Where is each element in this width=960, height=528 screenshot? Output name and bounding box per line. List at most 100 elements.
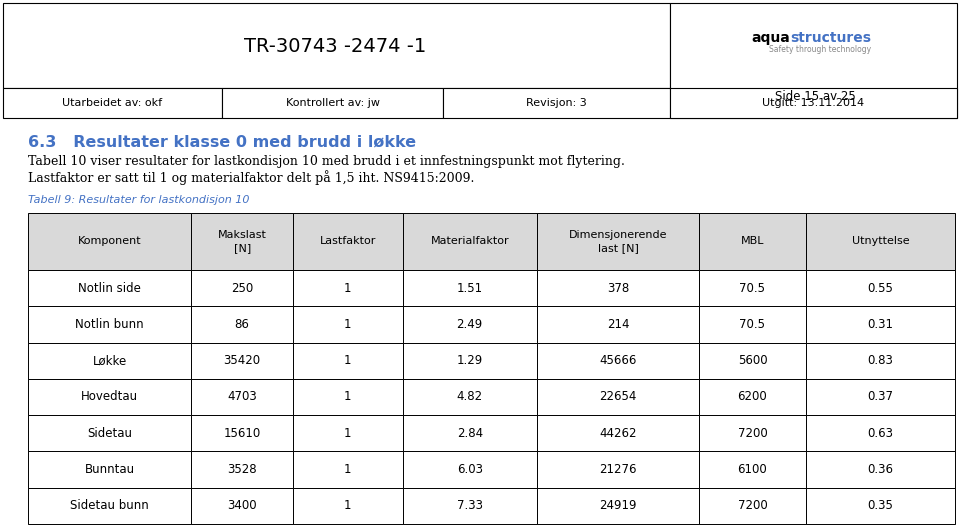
- Bar: [402, 270, 537, 306]
- Bar: [28, 415, 191, 451]
- Bar: [293, 306, 402, 343]
- Bar: [805, 379, 955, 415]
- Bar: [537, 379, 699, 415]
- Bar: [222, 88, 443, 118]
- Bar: [293, 270, 402, 306]
- Bar: [805, 270, 955, 306]
- Text: Dimensjonerende: Dimensjonerende: [568, 230, 667, 240]
- Text: 7.33: 7.33: [457, 499, 483, 512]
- Text: 35420: 35420: [224, 354, 261, 367]
- Bar: [537, 415, 699, 451]
- Text: 45666: 45666: [599, 354, 636, 367]
- Text: Hovedtau: Hovedtau: [81, 391, 138, 403]
- Bar: [191, 270, 293, 306]
- Text: 2.49: 2.49: [457, 318, 483, 331]
- Bar: [28, 270, 191, 306]
- Text: 21276: 21276: [599, 463, 636, 476]
- Text: Bunntau: Bunntau: [84, 463, 134, 476]
- Text: 2.84: 2.84: [457, 427, 483, 440]
- Bar: [293, 415, 402, 451]
- Text: 1: 1: [344, 354, 351, 367]
- Text: 250: 250: [231, 281, 253, 295]
- Bar: [537, 488, 699, 524]
- Text: 4703: 4703: [228, 391, 257, 403]
- Text: Utgitt: 13.11.2014: Utgitt: 13.11.2014: [762, 98, 865, 108]
- Bar: [670, 88, 957, 118]
- Text: 44262: 44262: [599, 427, 636, 440]
- Bar: [402, 213, 537, 270]
- Bar: [28, 451, 191, 488]
- Text: aqua: aqua: [752, 31, 790, 45]
- Bar: [402, 306, 537, 343]
- Text: 1: 1: [344, 318, 351, 331]
- Text: [N]: [N]: [233, 243, 251, 253]
- Bar: [699, 213, 805, 270]
- Text: 1: 1: [344, 281, 351, 295]
- Text: Makslast: Makslast: [218, 230, 267, 240]
- Bar: [699, 343, 805, 379]
- Text: Lastfaktor: Lastfaktor: [320, 237, 376, 247]
- Bar: [537, 270, 699, 306]
- Bar: [191, 306, 293, 343]
- Text: Utnyttelse: Utnyttelse: [852, 237, 909, 247]
- Text: Side 15 av 25: Side 15 av 25: [775, 90, 855, 102]
- Bar: [28, 379, 191, 415]
- Text: 86: 86: [234, 318, 250, 331]
- Text: 4.82: 4.82: [457, 391, 483, 403]
- Bar: [805, 488, 955, 524]
- Bar: [537, 213, 699, 270]
- Text: structures: structures: [790, 31, 871, 45]
- Bar: [293, 488, 402, 524]
- Text: Tabell 9: Resultater for lastkondisjon 10: Tabell 9: Resultater for lastkondisjon 1…: [28, 195, 250, 205]
- Bar: [699, 270, 805, 306]
- Text: 0.35: 0.35: [868, 499, 894, 512]
- Text: 6.3   Resultater klasse 0 med brudd i løkke: 6.3 Resultater klasse 0 med brudd i løkk…: [28, 135, 416, 149]
- Text: 3528: 3528: [228, 463, 257, 476]
- Bar: [805, 306, 955, 343]
- Text: Løkke: Løkke: [92, 354, 127, 367]
- Bar: [699, 451, 805, 488]
- Bar: [293, 213, 402, 270]
- Text: 1.51: 1.51: [457, 281, 483, 295]
- Bar: [293, 379, 402, 415]
- Text: TR-30743 -2474 -1: TR-30743 -2474 -1: [244, 36, 426, 55]
- Bar: [537, 451, 699, 488]
- Text: Sidetau bunn: Sidetau bunn: [70, 499, 149, 512]
- Text: 6.03: 6.03: [457, 463, 483, 476]
- Text: 1.29: 1.29: [457, 354, 483, 367]
- Bar: [191, 379, 293, 415]
- Text: Komponent: Komponent: [78, 237, 141, 247]
- Text: 24919: 24919: [599, 499, 636, 512]
- Bar: [191, 213, 293, 270]
- Text: last [N]: last [N]: [597, 243, 638, 253]
- Text: 22654: 22654: [599, 391, 636, 403]
- Text: 1: 1: [344, 463, 351, 476]
- Text: 0.37: 0.37: [868, 391, 894, 403]
- Text: 214: 214: [607, 318, 630, 331]
- Bar: [3, 88, 222, 118]
- Bar: [670, 3, 957, 103]
- Text: 6100: 6100: [737, 463, 767, 476]
- Text: 5600: 5600: [737, 354, 767, 367]
- Text: 1: 1: [344, 391, 351, 403]
- Bar: [402, 415, 537, 451]
- Text: 1: 1: [344, 499, 351, 512]
- Bar: [402, 343, 537, 379]
- Text: 1: 1: [344, 427, 351, 440]
- Bar: [537, 306, 699, 343]
- Bar: [699, 488, 805, 524]
- Bar: [402, 488, 537, 524]
- Bar: [293, 451, 402, 488]
- Text: 0.83: 0.83: [868, 354, 894, 367]
- Text: Tabell 10 viser resultater for lastkondisjon 10 med brudd i et innfestningspunkt: Tabell 10 viser resultater for lastkondi…: [28, 156, 625, 168]
- Text: Kontrollert av: jw: Kontrollert av: jw: [285, 98, 379, 108]
- Text: Materialfaktor: Materialfaktor: [430, 237, 509, 247]
- Text: 0.63: 0.63: [868, 427, 894, 440]
- Text: 0.36: 0.36: [868, 463, 894, 476]
- Text: 378: 378: [607, 281, 629, 295]
- Text: 70.5: 70.5: [739, 281, 765, 295]
- Text: Revisjon: 3: Revisjon: 3: [526, 98, 587, 108]
- Text: Lastfaktor er satt til 1 og materialfaktor delt på 1,5 iht. NS9415:2009.: Lastfaktor er satt til 1 og materialfakt…: [28, 171, 474, 185]
- Text: 7200: 7200: [737, 427, 767, 440]
- Text: 15610: 15610: [224, 427, 261, 440]
